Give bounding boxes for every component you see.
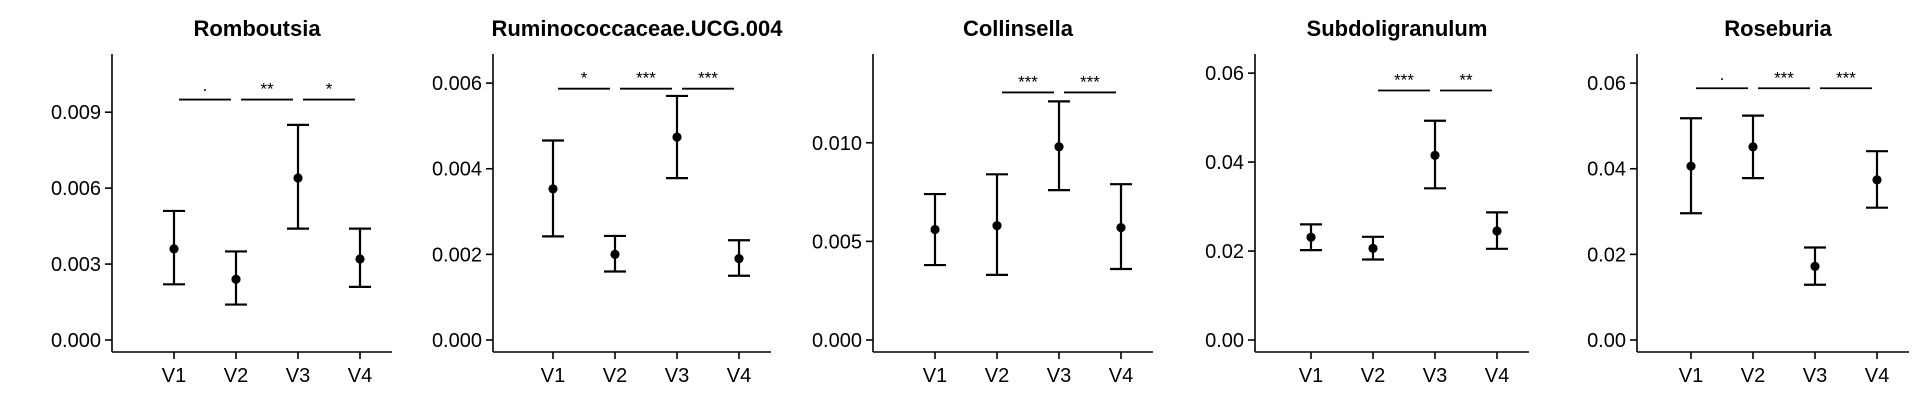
data-point	[548, 184, 558, 194]
x-tick-label: V1	[162, 365, 186, 387]
y-tick-label: 0.000	[51, 330, 101, 352]
y-tick-label: 0.003	[51, 254, 101, 276]
panel-title: Ruminococcaceae.UCG.004	[491, 16, 783, 41]
x-tick-label: V4	[727, 365, 751, 387]
x-tick-label: V3	[665, 365, 689, 387]
x-tick-label: V3	[1047, 365, 1071, 387]
data-point	[1368, 243, 1378, 253]
significance-label: **	[1459, 70, 1473, 89]
data-point	[355, 254, 365, 264]
y-tick-label: 0.004	[432, 159, 482, 181]
x-tick-label: V3	[1423, 365, 1447, 387]
x-tick-label: V1	[1299, 365, 1323, 387]
significance-label: *	[581, 69, 588, 88]
significance-label: ***	[698, 69, 718, 88]
data-point	[734, 254, 744, 264]
data-point	[293, 173, 303, 183]
x-tick-label: V4	[1865, 365, 1889, 387]
x-tick-label: V1	[923, 365, 947, 387]
x-tick-label: V2	[603, 365, 627, 387]
panel-4: Subdoligranulum 0.00 0.02 0.04 0.06 V1 V2 V3 V4 *…	[1205, 16, 1529, 387]
data-point	[1872, 175, 1882, 185]
significance-label: **	[260, 80, 274, 99]
y-tick-label: 0.06	[1205, 63, 1244, 85]
y-tick-label: 0.002	[432, 244, 482, 266]
significance-label: ***	[1394, 70, 1414, 89]
data-point	[1116, 222, 1126, 233]
panel-title: Roseburia	[1724, 16, 1832, 41]
y-tick-label: 0.006	[432, 73, 482, 95]
y-tick-label: 0.009	[51, 102, 101, 124]
y-tick-label: 0.06	[1587, 73, 1626, 95]
data-point	[1306, 232, 1316, 242]
y-tick-label: 0.02	[1205, 241, 1244, 263]
data-point	[1748, 142, 1758, 152]
x-tick-label: V1	[541, 365, 565, 387]
panel-title: Subdoligranulum	[1307, 16, 1488, 41]
x-tick-label: V4	[1109, 365, 1133, 387]
data-point	[1492, 226, 1502, 236]
significance-label: ***	[1836, 68, 1856, 87]
data-point	[169, 244, 179, 254]
panel-3: Collinsella 0.000 0.005 0.010 V1 V2 V3 V4 *** ***	[812, 16, 1153, 387]
significance-label: ***	[636, 69, 656, 88]
data-point	[930, 224, 940, 235]
panel-5: Roseburia 0.00 0.02 0.04 0.06 V1 V2 V3 V4 · *** ***	[1587, 16, 1909, 387]
significance-label: *	[326, 80, 333, 99]
significance-label: ***	[1080, 72, 1100, 91]
y-tick-label: 0.006	[51, 178, 101, 200]
x-tick-label: V2	[1741, 365, 1765, 387]
data-point	[672, 132, 682, 142]
data-point	[992, 221, 1002, 231]
y-tick-label: 0.02	[1587, 244, 1626, 266]
y-tick-label: 0.000	[432, 330, 482, 352]
x-tick-label: V4	[348, 365, 372, 387]
panel-1: Romboutsia 0.000 0.003 0.006 0.009 V1 V2 V3 V4 · *…	[51, 16, 392, 387]
y-tick-label: 0.00	[1587, 330, 1626, 352]
significance-label: ·	[202, 80, 208, 99]
y-tick-label: 0.00	[1205, 330, 1244, 352]
data-point	[1054, 142, 1064, 152]
x-tick-label: V3	[286, 365, 310, 387]
x-tick-label: V2	[985, 365, 1009, 387]
data-point	[610, 249, 620, 259]
x-tick-label: V4	[1485, 365, 1509, 387]
panel-2: Ruminococcaceae.UCG.004 0.000 0.002 0.004 0.…	[432, 16, 783, 387]
x-tick-label: V3	[1803, 365, 1827, 387]
y-tick-label: 0.04	[1205, 152, 1244, 174]
data-point	[1810, 261, 1820, 271]
x-tick-label: V1	[1679, 365, 1703, 387]
y-tick-label: 0.000	[812, 330, 862, 352]
x-tick-label: V2	[1361, 365, 1385, 387]
y-tick-label: 0.005	[812, 231, 862, 253]
y-tick-label: 0.04	[1587, 159, 1626, 181]
data-point	[1686, 161, 1696, 171]
x-tick-label: V2	[224, 365, 248, 387]
panel-title: Romboutsia	[193, 16, 321, 41]
y-tick-label: 0.010	[812, 133, 862, 155]
panel-title: Collinsella	[963, 16, 1074, 41]
data-point	[231, 274, 241, 284]
significance-label: ***	[1774, 68, 1794, 87]
significance-label: ·	[1719, 68, 1725, 87]
data-point	[1430, 150, 1440, 161]
significance-label: ***	[1018, 72, 1038, 91]
